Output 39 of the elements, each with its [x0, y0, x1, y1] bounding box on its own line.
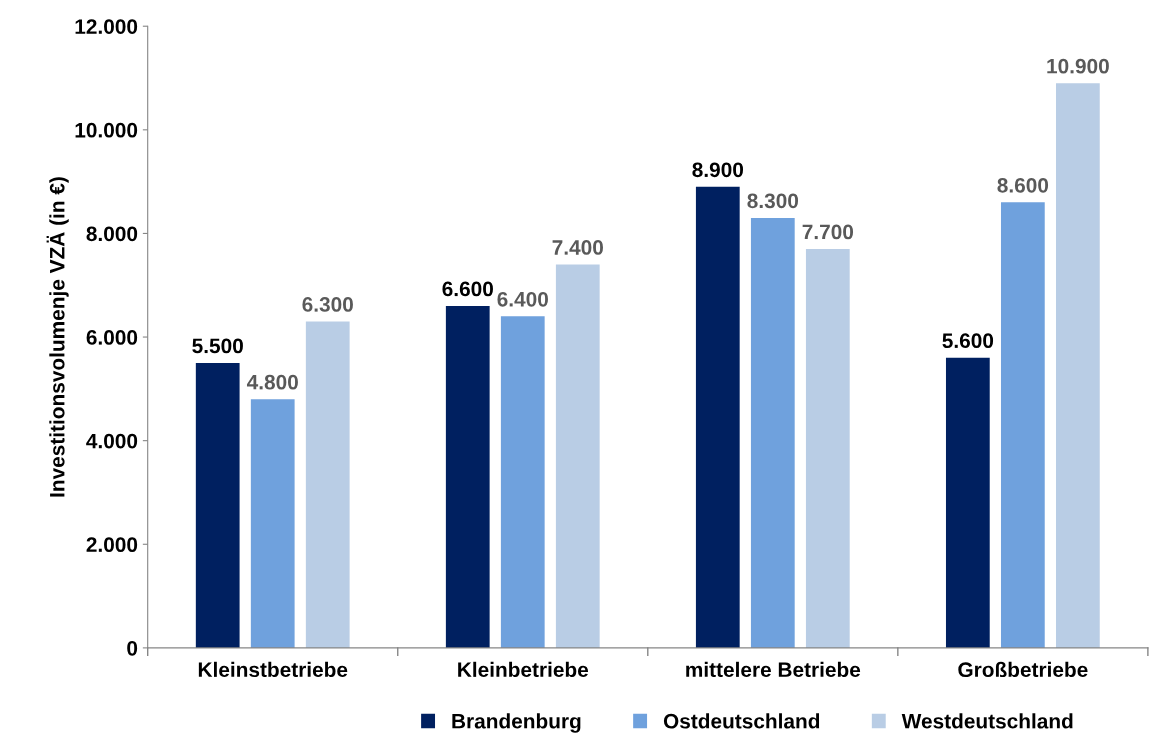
bar	[500, 316, 545, 648]
data-label: 7.400	[552, 240, 603, 255]
bar	[1000, 202, 1045, 648]
bar	[250, 399, 295, 648]
data-label: 8.600	[997, 177, 1049, 193]
y-tick-label: 2.000	[86, 537, 138, 553]
data-label: 8.900	[692, 162, 744, 178]
y-tick-label: 4.000	[86, 433, 138, 449]
bar	[555, 264, 600, 648]
data-label: 5.600	[942, 333, 994, 349]
bar	[750, 217, 795, 648]
bar	[805, 248, 850, 648]
data-label: 7.700	[802, 224, 854, 240]
y-tick-label: 10.000	[75, 122, 138, 138]
y-tick-label: 6.000	[86, 330, 138, 345]
y-tick-label: 0	[127, 640, 138, 656]
data-label: 6.400	[497, 291, 548, 307]
data-label: 6.600	[442, 281, 493, 297]
data-label: 10.900	[1047, 58, 1109, 74]
bar	[1055, 83, 1100, 648]
x-tick-label: Großbetriebe	[958, 661, 1088, 678]
data-label: 5.500	[192, 338, 243, 354]
x-tick-label: Kleinbetriebe	[458, 661, 589, 678]
bar	[695, 186, 740, 648]
y-tick-label: 8.000	[86, 226, 138, 242]
legend-label: Ostdeutschland	[663, 713, 820, 729]
x-tick-label: Kleinstbetriebe	[198, 661, 348, 678]
y-axis-title: Investitionsvolumenje VZÄ (in €)	[46, 177, 69, 497]
data-label: 6.300	[302, 297, 353, 312]
legend-label: Brandenburg	[452, 713, 581, 733]
bar	[195, 362, 240, 648]
y-tick-label: 12.000	[75, 19, 138, 34]
x-tick-label: mittelere Betriebe	[686, 661, 861, 678]
legend-label: Westdeutschland	[901, 713, 1073, 729]
data-label: 4.800	[246, 374, 298, 390]
bar	[445, 305, 490, 648]
data-label: 8.300	[747, 193, 799, 209]
bar	[945, 357, 990, 648]
bar	[305, 321, 350, 648]
